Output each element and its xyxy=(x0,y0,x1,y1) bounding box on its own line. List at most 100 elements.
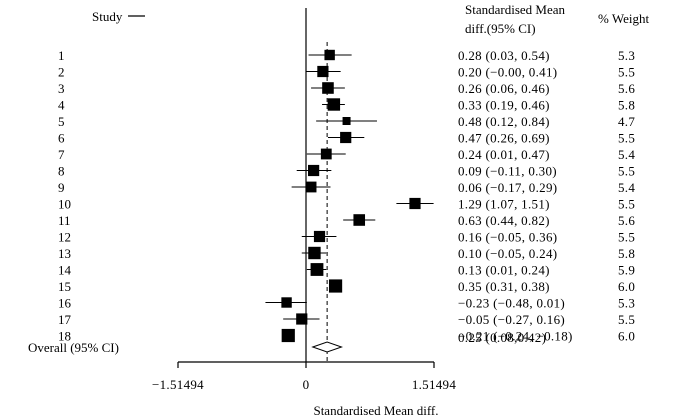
study-id: 8 xyxy=(58,164,65,179)
x-axis-label: Standardised Mean diff. xyxy=(313,403,438,418)
effect-ci-text: 0.24 (0.01, 0.47) xyxy=(458,147,550,162)
effect-square-marker xyxy=(327,98,341,111)
study-id: 1 xyxy=(58,48,65,63)
study-row: 15 0.35 (0.31, 0.38) 6.0 xyxy=(58,279,635,294)
study-column-header: Study xyxy=(92,9,123,24)
study-row: 10 1.29 (1.07, 1.51) 5.5 xyxy=(58,197,635,212)
effect-ci-text: 0.09 (−0.11, 0.30) xyxy=(458,164,557,179)
study-id: 16 xyxy=(58,296,72,311)
effect-square-marker xyxy=(320,148,332,160)
study-id: 10 xyxy=(58,197,71,212)
study-row: 9 0.06 (−0.17, 0.29) 5.4 xyxy=(58,180,635,195)
study-row: 5 0.48 (0.12, 0.84) 4.7 xyxy=(58,114,635,129)
study-row: 4 0.33 (0.19, 0.46) 5.8 xyxy=(58,98,635,113)
effect-ci-text: 0.26 (0.06, 0.46) xyxy=(458,81,550,96)
weight-value: 5.6 xyxy=(618,81,635,96)
effect-square-marker xyxy=(353,214,366,226)
effect-ci-text: 0.28 (0.03, 0.54) xyxy=(458,48,550,63)
study-id: 11 xyxy=(58,213,71,228)
study-row: 2 0.20 (−0.00, 0.41) 5.5 xyxy=(58,65,635,80)
effect-ci-text: 0.13 (0.01, 0.24) xyxy=(458,263,550,278)
study-id: 4 xyxy=(58,98,65,113)
effect-ci-text: 0.33 (0.19, 0.46) xyxy=(458,98,550,113)
effect-ci-text: −0.21 (−0.24, −0.18) xyxy=(458,329,573,344)
study-row: 7 0.24 (0.01, 0.47) 5.4 xyxy=(58,147,635,162)
study-row: 13 0.10 (−0.05, 0.24) 5.8 xyxy=(58,246,635,261)
study-id: 15 xyxy=(58,279,71,294)
effect-square-marker xyxy=(409,197,421,210)
study-row: 16 −0.23 (−0.48, 0.01) 5.3 xyxy=(58,296,635,311)
weight-value: 5.8 xyxy=(618,98,635,113)
weight-value: 5.5 xyxy=(618,164,635,179)
effect-ci-text: −0.23 (−0.48, 0.01) xyxy=(458,296,565,311)
study-id: 2 xyxy=(58,65,65,80)
study-id: 12 xyxy=(58,230,71,245)
effect-square-marker xyxy=(296,313,308,325)
effect-ci-text: 0.10 (−0.05, 0.24) xyxy=(458,246,557,261)
overall-ci-text: 0.25 (0.08,0.42) xyxy=(458,330,546,345)
overall-row: Overall (95% CI) 0.25 (0.08,0.42) xyxy=(28,330,546,355)
effect-square-marker xyxy=(340,131,352,144)
weight-value: 6.0 xyxy=(618,329,635,344)
effect-ci-text: 1.29 (1.07, 1.51) xyxy=(458,197,550,212)
study-id: 3 xyxy=(58,81,65,96)
study-id: 7 xyxy=(58,147,65,162)
effect-square-marker xyxy=(305,181,317,193)
x-tick-label: 0 xyxy=(303,377,310,392)
effect-ci-text: 0.16 (−0.05, 0.36) xyxy=(458,230,557,245)
weight-value: 5.4 xyxy=(618,147,635,162)
overall-diamond xyxy=(311,341,344,353)
weight-value: 5.3 xyxy=(618,296,635,311)
weight-value: 5.5 xyxy=(618,65,635,80)
weight-value: 4.7 xyxy=(618,114,635,129)
study-row: 6 0.47 (0.26, 0.69) 5.5 xyxy=(58,131,635,146)
effect-square-marker xyxy=(313,230,326,243)
study-id: 13 xyxy=(58,246,71,261)
study-rows: 1 0.28 (0.03, 0.54) 5.3 2 0.20 (−0.00, 0.41)… xyxy=(58,48,635,344)
weight-value: 6.0 xyxy=(618,279,635,294)
effect-square-marker xyxy=(317,65,329,78)
study-id: 17 xyxy=(58,312,72,327)
x-tick-label: −1.51494 xyxy=(152,377,204,392)
weight-value: 5.5 xyxy=(618,197,635,212)
effect-square-marker xyxy=(310,263,324,276)
effect-ci-text: −0.05 (−0.27, 0.16) xyxy=(458,312,565,327)
effect-column-header-line1: Standardised Mean xyxy=(465,2,566,17)
weight-value: 5.6 xyxy=(618,213,635,228)
x-tick-label: 1.51494 xyxy=(412,377,457,392)
overall-label: Overall (95% CI) xyxy=(28,340,119,355)
effect-column-header-line2: diff.(95% CI) xyxy=(465,21,536,36)
weight-value: 5.5 xyxy=(618,312,635,327)
effect-ci-text: 0.35 (0.31, 0.38) xyxy=(458,279,550,294)
effect-ci-text: 0.63 (0.44, 0.82) xyxy=(458,213,550,228)
study-id: 18 xyxy=(58,329,71,344)
effect-square-marker xyxy=(308,246,321,260)
effect-square-marker xyxy=(328,279,343,293)
study-row: 18 −0.21 (−0.24, −0.18) 6.0 xyxy=(58,329,635,344)
weight-value: 5.5 xyxy=(618,230,635,245)
study-id: 14 xyxy=(58,263,72,278)
effect-square-marker xyxy=(308,164,320,177)
study-row: 11 0.63 (0.44, 0.82) 5.6 xyxy=(58,213,635,228)
effect-square-marker xyxy=(324,49,335,61)
effect-square-marker xyxy=(281,297,292,308)
effect-ci-text: 0.20 (−0.00, 0.41) xyxy=(458,65,557,80)
study-id: 6 xyxy=(58,131,65,146)
plot-axes: −1.51494 0 1.51494 Standardised Mean diff. xyxy=(152,8,456,418)
study-id: 9 xyxy=(58,180,65,195)
weight-value: 5.8 xyxy=(618,246,635,261)
effect-square-marker xyxy=(281,328,295,343)
weight-value: 5.4 xyxy=(618,180,635,195)
weight-column-header: % Weight xyxy=(598,11,649,26)
effect-ci-text: 0.06 (−0.17, 0.29) xyxy=(458,180,557,195)
effect-square-marker xyxy=(322,82,334,94)
weight-value: 5.5 xyxy=(618,131,635,146)
study-row: 17 −0.05 (−0.27, 0.16) 5.5 xyxy=(58,312,635,327)
effect-ci-text: 0.48 (0.12, 0.84) xyxy=(458,114,550,129)
weight-value: 5.3 xyxy=(618,48,635,63)
study-row: 3 0.26 (0.06, 0.46) 5.6 xyxy=(58,81,635,96)
weight-value: 5.9 xyxy=(618,263,635,278)
study-row: 8 0.09 (−0.11, 0.30) 5.5 xyxy=(58,164,635,179)
study-row: 14 0.13 (0.01, 0.24) 5.9 xyxy=(58,263,635,278)
